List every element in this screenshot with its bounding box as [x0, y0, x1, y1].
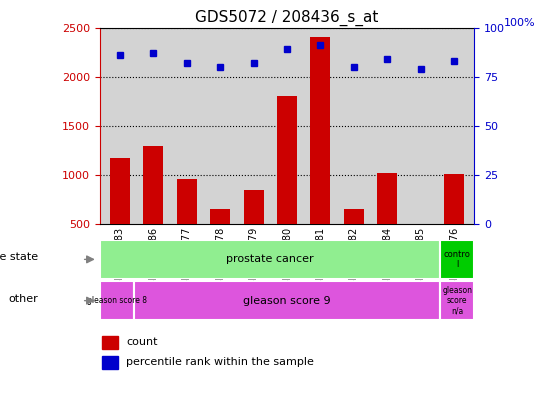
Bar	[102, 336, 118, 349]
Bar	[143, 146, 163, 224]
Text: prostate cancer: prostate cancer	[226, 254, 314, 264]
Text: gleason score 9: gleason score 9	[243, 296, 331, 306]
Text: contro
l: contro l	[444, 250, 471, 269]
Bar	[310, 37, 330, 224]
Bar	[210, 209, 230, 224]
Bar	[177, 179, 197, 224]
Text: count: count	[126, 337, 157, 347]
Text: gleason
score
n/a: gleason score n/a	[443, 286, 472, 316]
Bar	[344, 209, 364, 224]
Bar	[444, 174, 464, 224]
Text: 100%: 100%	[505, 18, 536, 28]
Text: percentile rank within the sample: percentile rank within the sample	[126, 357, 314, 367]
Bar	[277, 96, 297, 224]
Bar	[440, 240, 474, 279]
Text: gleason score 8: gleason score 8	[87, 296, 147, 305]
Bar	[244, 189, 264, 224]
Bar	[134, 281, 440, 320]
Bar	[110, 158, 130, 224]
Bar	[100, 281, 134, 320]
Title: GDS5072 / 208436_s_at: GDS5072 / 208436_s_at	[195, 10, 379, 26]
Text: disease state: disease state	[0, 252, 38, 263]
Bar	[440, 281, 474, 320]
Bar	[377, 173, 397, 224]
Bar	[102, 356, 118, 369]
Text: other: other	[8, 294, 38, 304]
